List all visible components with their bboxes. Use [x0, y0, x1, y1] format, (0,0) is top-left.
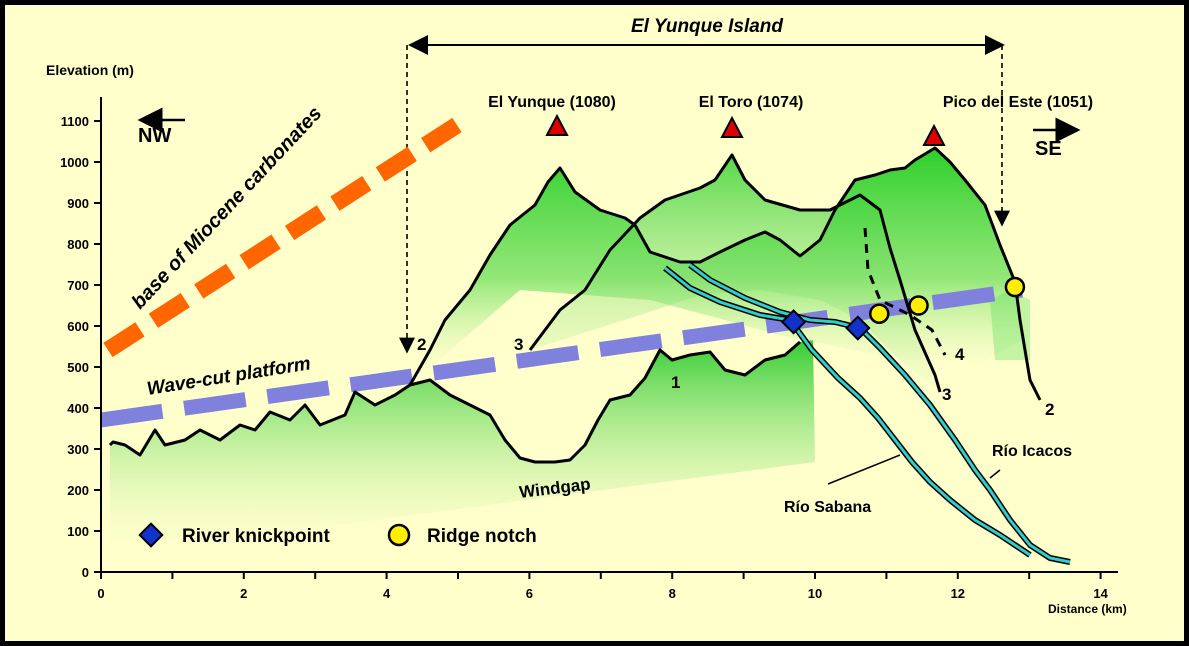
x-tick-label: 4 [383, 586, 391, 601]
y-tick-label: 300 [67, 442, 89, 457]
wave-cut-platform [99, 282, 1024, 428]
pico-del-este-label: Pico del Este (1051) [943, 94, 1093, 111]
direction-nw-label: NW [138, 125, 171, 147]
el-yunque-peak-marker [545, 113, 569, 136]
rivers [663, 262, 1071, 565]
el-toro-peak-marker [720, 115, 744, 138]
axes [100, 97, 1118, 573]
ridge-notch-marker [908, 295, 929, 316]
profile-lines [108, 146, 1042, 464]
y-tick-label: 1000 [60, 155, 89, 170]
terrain-shading [110, 148, 1030, 555]
legend-notch-symbol [387, 523, 411, 547]
x-tick-label: 6 [526, 586, 533, 601]
pico-del-este-peak-marker [922, 123, 946, 146]
rio-icacos-label: Río Icacos [992, 443, 1072, 460]
x-tick-label: 8 [669, 586, 676, 601]
profile-2-number-left: 2 [417, 335, 426, 354]
knickpoint-marker [780, 309, 807, 335]
x-tick-label: 12 [951, 586, 965, 601]
profile-1-line [108, 340, 801, 464]
ridge-notches [869, 276, 1026, 324]
y-tick-label: 500 [67, 360, 89, 375]
x-axis-label: Distance (km) [1048, 602, 1127, 616]
legend-knickpoint-symbol [138, 522, 164, 548]
ridge-notch-marker [1004, 276, 1026, 298]
y-tick-label: 600 [67, 319, 89, 334]
profile-2-number-right: 2 [1045, 400, 1054, 419]
y-tick-label: 1100 [61, 114, 89, 129]
profile-4-number: 4 [955, 345, 965, 364]
island-title: El Yunque Island [631, 16, 783, 37]
legend-knickpoint-label: River knickpoint [182, 526, 330, 547]
x-ticks: 0 2 4 6 8 10 12 14 [97, 572, 1109, 601]
direction-se: SE [1033, 117, 1081, 160]
y-tick-label: 100 [67, 524, 89, 539]
y-tick-label: 400 [67, 401, 89, 416]
rio-sabana-label: Río Sabana [784, 499, 871, 516]
profile-1-number: 1 [671, 373, 680, 392]
x-tick-label: 14 [1093, 586, 1108, 601]
y-ticks: 0 100 200 300 400 500 600 700 800 900 1000 1100 [60, 114, 101, 580]
direction-se-label: SE [1035, 138, 1062, 160]
knickpoint-marker [845, 315, 871, 341]
x-tick-label: 10 [808, 586, 822, 601]
x-tick-label: 2 [240, 586, 247, 601]
legend-notch-label: Ridge notch [427, 526, 537, 547]
legend: River knickpoint Ridge notch [138, 522, 537, 548]
el-toro-label: El Toro (1074) [699, 94, 804, 111]
y-tick-label: 0 [82, 565, 89, 580]
miocene-carbonate-base [103, 117, 462, 358]
y-tick-label: 800 [67, 237, 89, 252]
knickpoints [780, 309, 871, 341]
profile-3-number-left: 3 [514, 335, 523, 354]
y-tick-label: 900 [67, 196, 89, 211]
direction-nw: NW [137, 107, 185, 147]
profile-3-number-right: 3 [942, 385, 951, 404]
profile-4-line [863, 227, 947, 356]
el-yunque-label: El Yunque (1080) [488, 94, 616, 111]
y-tick-label: 200 [67, 483, 89, 498]
profile-2-line [408, 146, 1042, 401]
y-axis-label: Elevation (m) [46, 62, 134, 78]
ridge-notch-marker [869, 303, 890, 324]
profile-3-line [528, 153, 942, 393]
y-tick-label: 700 [67, 278, 89, 293]
x-tick-label: 0 [97, 586, 104, 601]
